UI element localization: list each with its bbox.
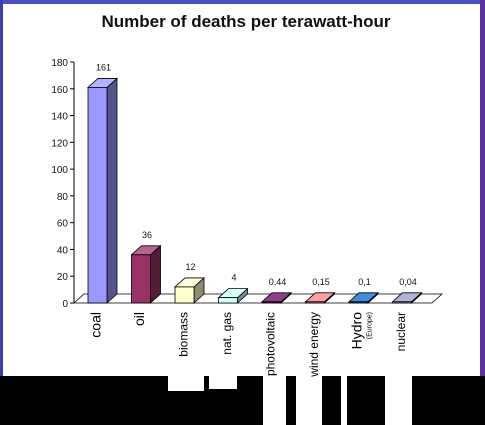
y-tick-label: 160 — [51, 85, 68, 96]
bar-1 — [130, 244, 162, 304]
bar-front — [305, 301, 325, 304]
y-axis-ticks: 0 20 40 60 80 100 120 140 160 180 — [51, 58, 74, 310]
bar-2 — [173, 277, 206, 304]
label-panel-photovoltaic — [263, 376, 286, 425]
y-tick-label: 100 — [51, 165, 68, 176]
data-label: 36 — [142, 230, 152, 240]
bar-front — [174, 286, 195, 304]
data-label: 0,04 — [399, 277, 417, 287]
y-tick-label: 180 — [51, 58, 68, 69]
data-label: 12 — [185, 262, 195, 272]
bar-5 — [304, 291, 336, 304]
category-label: coal — [88, 312, 104, 338]
bar-3 — [217, 287, 249, 304]
y-tick-label: 40 — [57, 245, 69, 256]
label-panel-natgas — [209, 376, 237, 389]
bar-front — [87, 87, 108, 304]
bar-side — [106, 77, 118, 304]
category-label: oil — [131, 312, 147, 326]
bar-7 — [391, 291, 423, 304]
y-tick-label: 0 — [62, 299, 68, 310]
category-note: (Europe) — [367, 312, 374, 339]
border-strip-left — [0, 0, 3, 425]
label-panel-biomass — [168, 376, 204, 391]
x-axis-categories: coal oil biomass nat. gas photovoltaic wind e… — [88, 312, 409, 378]
bar-6 — [347, 291, 380, 304]
bars — [86, 77, 423, 304]
bar-front — [392, 301, 412, 304]
bar-front — [218, 297, 238, 304]
data-label: 0,44 — [269, 277, 287, 287]
y-tick-label: 120 — [51, 138, 68, 149]
category-label: biomass — [177, 312, 191, 357]
border-strip-right — [480, 0, 485, 425]
category-label: nuclear — [394, 312, 408, 351]
chart-floor — [72, 293, 444, 304]
bar-front — [261, 301, 282, 304]
y-tick-label: 20 — [57, 272, 69, 283]
bar-front — [131, 254, 151, 304]
bar-0 — [86, 77, 119, 304]
y-tick-label: 140 — [51, 112, 68, 123]
data-label: 161 — [96, 62, 111, 72]
data-labels: 161 36 12 4 0,44 0,15 0,1 0,04 — [96, 62, 417, 286]
y-tick-label: 60 — [57, 219, 69, 230]
data-label: 0,15 — [312, 277, 330, 287]
category-label: wind energy — [307, 312, 321, 378]
category-label: photovoltaic — [264, 312, 278, 376]
bar-side — [150, 244, 161, 304]
category-label: nat. gas — [220, 312, 234, 355]
y-tick-label: 80 — [57, 192, 69, 203]
bar-4 — [260, 291, 293, 304]
bar-front — [348, 301, 369, 304]
label-panel-nuclear — [385, 376, 412, 425]
data-label: 4 — [231, 273, 236, 283]
label-panel-wind — [296, 376, 322, 425]
border-strip-top — [0, 0, 485, 4]
category-label: Hydro — [349, 312, 365, 350]
chart-title: Number of deaths per terawatt-hour — [101, 12, 390, 31]
bottom-band — [0, 376, 485, 425]
data-label: 0,1 — [358, 277, 371, 287]
label-panel-hydro — [341, 376, 347, 425]
